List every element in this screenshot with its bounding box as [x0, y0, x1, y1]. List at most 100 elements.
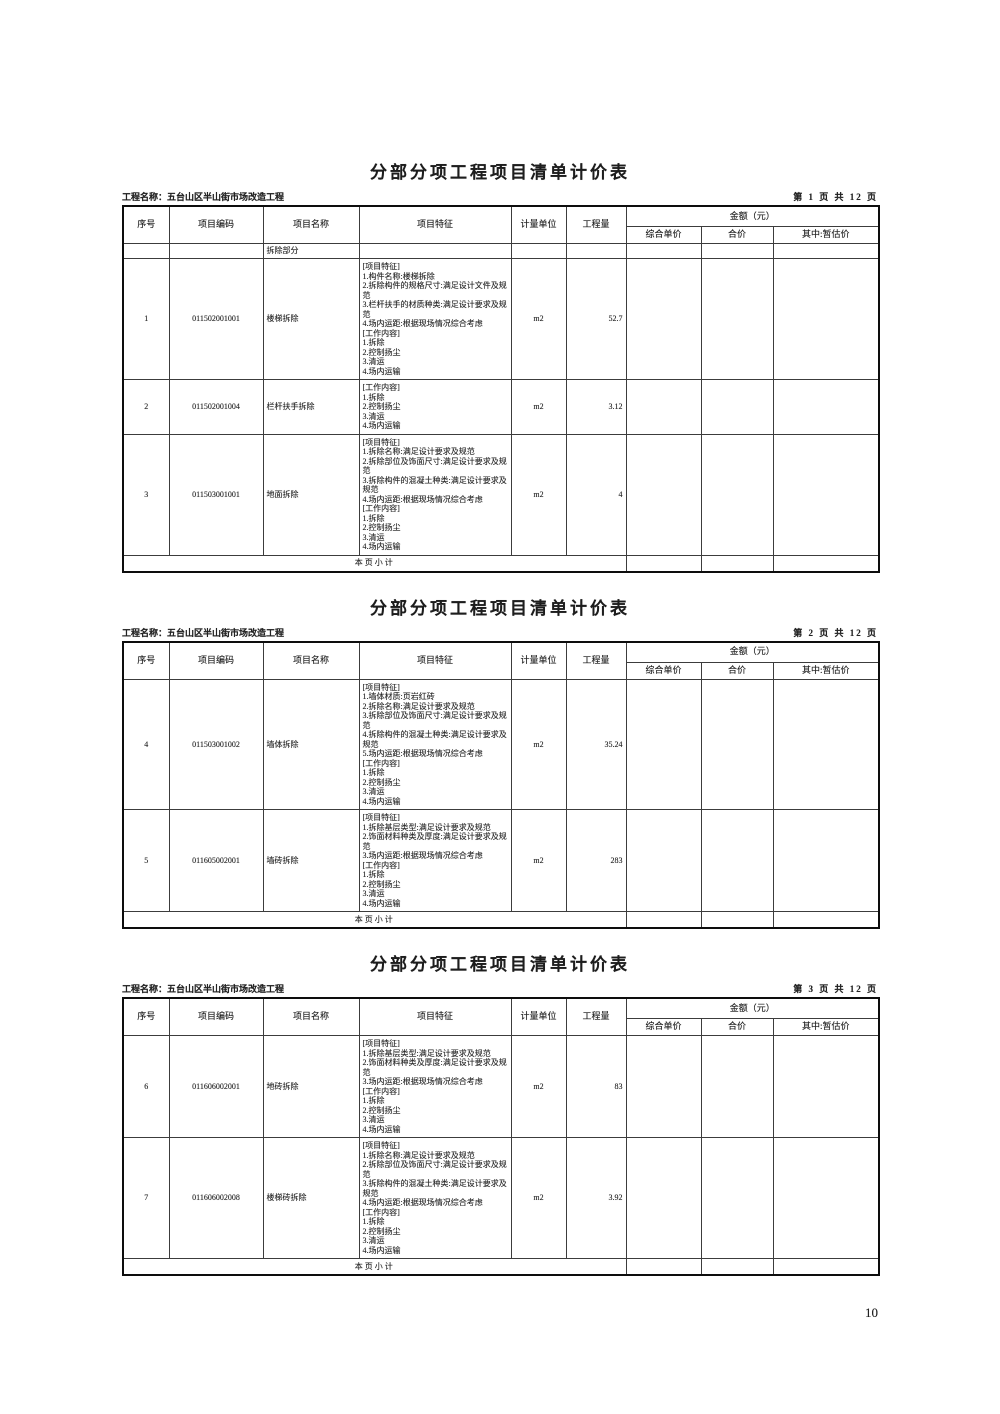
spacer [122, 573, 878, 594]
table-row: 4 011503001002 墙体拆除 [项目特征] 1.墙体材质:页岩红砖 2… [122, 678, 880, 810]
page-subtotal-label: 本页小计 [122, 1258, 627, 1276]
col-header-unit-price: 综合单价 [625, 661, 702, 680]
top-margin [0, 0, 1000, 158]
col-header-qty: 工程量 [565, 997, 627, 1036]
cell-code: 011606002001 [168, 1035, 264, 1138]
col-header-name: 项目名称 [262, 641, 360, 680]
subtotal-row: 本页小计 [122, 1258, 880, 1276]
col-header-provisional: 其中:暂估价 [772, 1018, 880, 1036]
col-header-provisional: 其中:暂估价 [772, 661, 880, 680]
col-header-total-price: 合价 [700, 226, 774, 244]
cell-feature: [项目特征] 1.拆除基层类型:满足设计要求及规范 2.饰面材料种类及厚度:满足… [358, 1035, 512, 1138]
cell-qty: 283 [565, 809, 627, 912]
table-block-2: 分部分项工程项目清单计价表 工程名称：五台山区半山街市场改造工程 第 2 页 共… [122, 594, 881, 929]
cell-seq: 4 [122, 678, 170, 810]
cell-unit: m2 [510, 258, 567, 380]
col-header-qty: 工程量 [565, 205, 627, 244]
table-title: 分部分项工程项目清单计价表 [370, 955, 630, 974]
col-header-feature: 项目特征 [358, 205, 512, 244]
cell-empty [772, 243, 880, 259]
cell-feature: [项目特征] 1.拆除基层类型:满足设计要求及规范 2.饰面材料种类及厚度:满足… [358, 809, 512, 912]
page-info: 第 2 页 共 12 页 [793, 627, 878, 638]
col-header-money-group: 金额（元） [625, 997, 880, 1019]
cell-unit: m2 [510, 433, 567, 556]
col-header-unit-price: 综合单价 [625, 226, 702, 244]
cell-code: 011605002001 [168, 809, 264, 912]
col-header-code: 项目编码 [168, 205, 264, 244]
cell-unit-price [625, 809, 702, 912]
cell-unit-price [625, 433, 702, 556]
cell-feature: [工作内容] 1.拆除 2.控制扬尘 3.清运 4.场内运输 [358, 379, 512, 435]
boq-table-1: 序号 项目编码 项目名称 项目特征 计量单位 工程量 金额（元） 综合单价 合价… [122, 205, 881, 573]
cell-provisional [772, 554, 880, 572]
cell-code: 011606002008 [168, 1137, 264, 1259]
header-row: 序号 项目编码 项目名称 项目特征 计量单位 工程量 金额（元） [122, 205, 880, 244]
cell-total-price [700, 554, 774, 572]
cell-name: 墙砖拆除 [262, 809, 360, 912]
cell-seq: 1 [122, 258, 170, 380]
cell-total-price [700, 809, 774, 912]
cell-feature: [项目特征] 1.拆除名称:满足设计要求及规范 2.拆除部位及饰面尺寸:满足设计… [358, 1137, 512, 1259]
cell-name: 地面拆除 [262, 433, 360, 556]
cell-qty: 3.92 [565, 1137, 627, 1259]
col-header-seq: 序号 [122, 205, 170, 244]
cell-provisional [772, 1258, 880, 1276]
cell-qty: 4 [565, 433, 627, 556]
cell-seq: 5 [122, 809, 170, 912]
page-number: 10 [865, 1305, 878, 1320]
col-header-qty: 工程量 [565, 641, 627, 680]
cell-qty: 52.7 [565, 258, 627, 380]
cell-provisional [772, 433, 880, 556]
cell-unit-price [625, 554, 702, 572]
section-row: 拆除部分 [122, 243, 880, 259]
cell-unit: m2 [510, 1035, 567, 1138]
cell-provisional [772, 678, 880, 810]
cell-provisional [772, 809, 880, 912]
page-subtotal-label: 本页小计 [122, 554, 627, 572]
cell-code: 011502001004 [168, 379, 264, 435]
cell-code: 011503001001 [168, 433, 264, 556]
col-header-name: 项目名称 [262, 205, 360, 244]
col-header-money-group: 金额（元） [625, 641, 880, 663]
cell-total-price [700, 433, 774, 556]
table-row: 5 011605002001 墙砖拆除 [项目特征] 1.拆除基层类型:满足设计… [122, 809, 880, 912]
col-header-total-price: 合价 [700, 661, 774, 680]
cell-total-price [700, 1258, 774, 1276]
col-header-total-price: 合价 [700, 1018, 774, 1036]
col-header-money-group: 金额（元） [625, 205, 880, 227]
cell-unit: m2 [510, 1137, 567, 1259]
cell-total-price [700, 1035, 774, 1138]
cell-provisional [772, 1137, 880, 1259]
cell-empty [700, 243, 774, 259]
cell-total-price [700, 379, 774, 435]
cell-unit-price [625, 1035, 702, 1138]
cell-seq: 6 [122, 1035, 170, 1138]
col-header-unit: 计量单位 [510, 205, 567, 244]
cell-seq: 2 [122, 379, 170, 435]
cell-unit-price [625, 911, 702, 929]
col-header-unit-price: 综合单价 [625, 1018, 702, 1036]
table-row: 2 011502001004 栏杆扶手拆除 [工作内容] 1.拆除 2.控制扬尘… [122, 379, 880, 435]
boq-table-2: 序号 项目编码 项目名称 项目特征 计量单位 工程量 金额（元） 综合单价 合价… [122, 640, 881, 929]
table-row: 1 011502001001 楼梯拆除 [项目特征] 1.构件名称:楼梯拆除 2… [122, 258, 880, 380]
table-block-1: 分部分项工程项目清单计价表 工程名称：五台山区半山街市场改造工程 第 1 页 共… [122, 158, 881, 573]
project-name: 工程名称：五台山区半山街市场改造工程 [122, 192, 285, 202]
page-content: 分部分项工程项目清单计价表 工程名称：五台山区半山街市场改造工程 第 1 页 共… [122, 158, 881, 1276]
cell-unit: m2 [510, 379, 567, 435]
header-row: 序号 项目编码 项目名称 项目特征 计量单位 工程量 金额（元） [122, 641, 880, 680]
section-label: 拆除部分 [262, 243, 360, 259]
cell-provisional [772, 911, 880, 929]
table-row: 6 011606002001 地砖拆除 [项目特征] 1.拆除基层类型:满足设计… [122, 1035, 880, 1138]
table-row: 3 011503001001 地面拆除 [项目特征] 1.拆除名称:满足设计要求… [122, 433, 880, 556]
cell-empty [625, 243, 702, 259]
cell-total-price [700, 911, 774, 929]
header-row-2: 综合单价 合价 其中:暂估价 [123, 226, 880, 244]
cell-name: 栏杆扶手拆除 [262, 379, 360, 435]
cell-unit-price [625, 1137, 702, 1259]
subtotal-row: 本页小计 [122, 911, 880, 929]
cell-seq: 7 [122, 1137, 170, 1259]
cell-total-price [700, 1137, 774, 1259]
col-header-feature: 项目特征 [358, 997, 512, 1036]
col-header-code: 项目编码 [168, 997, 264, 1036]
cell-feature: [项目特征] 1.构件名称:楼梯拆除 2.拆除构件的规格尺寸:满足设计文件及规范… [358, 258, 512, 380]
